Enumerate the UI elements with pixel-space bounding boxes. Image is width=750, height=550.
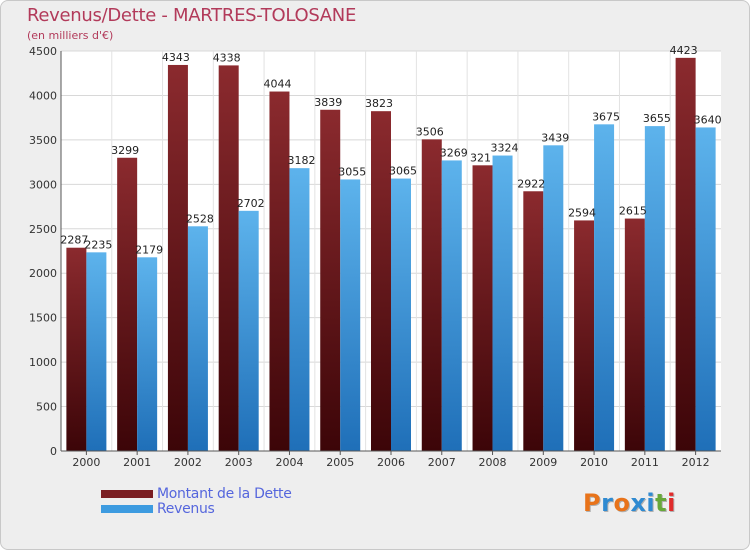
y-tick-label: 4500	[29, 45, 57, 58]
data-label-dette: 2922	[517, 177, 545, 190]
bar-dette	[66, 247, 87, 451]
x-tick-label: 2011	[631, 456, 659, 469]
bar-revenus	[594, 124, 615, 451]
data-label-dette: 321	[470, 151, 491, 164]
data-label-revenus: 3675	[592, 110, 620, 123]
bar-revenus	[238, 210, 259, 451]
bar-revenus	[340, 179, 361, 451]
data-label-dette: 4423	[670, 44, 698, 57]
bar-revenus	[441, 160, 462, 451]
bar-dette	[269, 91, 290, 452]
data-label-dette: 2287	[60, 234, 88, 247]
y-tick-label: 2000	[29, 267, 57, 280]
y-tick-label: 4000	[29, 89, 57, 102]
x-tick-label: 2007	[428, 456, 456, 469]
chart-subtitle: (en milliers d'€)	[27, 29, 114, 42]
y-tick-label: 0	[50, 445, 57, 458]
legend-label-debt: Montant de la Dette	[157, 486, 292, 502]
data-label-revenus: 2179	[135, 243, 163, 256]
data-label-dette: 2594	[568, 206, 596, 219]
data-label-revenus: 2702	[237, 197, 265, 210]
bar-revenus	[187, 226, 208, 451]
data-label-dette: 4338	[213, 51, 241, 64]
bar-revenus	[543, 145, 564, 452]
data-label-revenus: 3640	[694, 113, 722, 126]
x-tick-label: 2012	[682, 456, 710, 469]
proxiti-logo: Proxiti	[583, 489, 676, 517]
bar-dette	[675, 57, 696, 451]
x-tick-label: 2008	[479, 456, 507, 469]
data-label-revenus: 3065	[389, 165, 417, 178]
x-tick-label: 2010	[580, 456, 608, 469]
legend-swatch-debt	[101, 490, 153, 498]
data-label-dette: 3839	[314, 96, 342, 109]
bar-dette	[624, 218, 645, 451]
x-tick-label: 2006	[377, 456, 405, 469]
x-tick-label: 2001	[123, 456, 151, 469]
bar-dette	[371, 111, 391, 451]
bar-dette	[472, 165, 493, 452]
bar-revenus	[391, 178, 411, 452]
bar-dette	[320, 109, 341, 451]
data-label-revenus: 2235	[84, 238, 112, 251]
data-label-revenus: 3182	[287, 154, 315, 167]
bar-revenus	[492, 155, 513, 452]
x-tick-label: 2003	[225, 456, 253, 469]
data-label-dette: 2615	[619, 205, 647, 218]
y-tick-label: 1500	[29, 312, 57, 325]
data-label-dette: 3823	[365, 97, 393, 110]
bar-dette	[523, 191, 544, 451]
y-tick-label: 3500	[29, 134, 57, 147]
bar-revenus	[695, 127, 716, 451]
y-tick-label: 500	[36, 401, 57, 414]
x-tick-label: 2000	[72, 456, 100, 469]
chart-title: Revenus/Dette - MARTRES-TOLOSANE	[27, 5, 357, 26]
data-label-revenus: 3055	[338, 165, 366, 178]
y-tick-label: 2500	[29, 223, 57, 236]
data-label-dette: 3506	[416, 125, 444, 138]
x-tick-label: 2002	[174, 456, 202, 469]
x-tick-label: 2004	[275, 456, 303, 469]
bar-dette	[574, 220, 595, 451]
bar-dette	[218, 65, 239, 452]
data-label-dette: 4343	[162, 51, 190, 64]
data-label-dette: 3299	[111, 144, 139, 157]
data-label-dette: 4044	[263, 78, 291, 91]
data-label-revenus: 2528	[186, 212, 214, 225]
bar-dette	[167, 64, 188, 451]
bar-revenus	[86, 252, 107, 451]
bar-revenus	[644, 126, 665, 451]
data-label-revenus: 3269	[440, 146, 468, 159]
bar-revenus	[137, 257, 158, 451]
y-tick-label: 1000	[29, 356, 57, 369]
legend-swatch-revenus	[101, 505, 153, 513]
bar-dette	[117, 157, 138, 451]
x-tick-label: 2009	[529, 456, 557, 469]
bar-dette	[421, 139, 442, 451]
data-label-revenus: 3324	[491, 142, 519, 155]
y-tick-label: 3000	[29, 178, 57, 191]
data-label-revenus: 3655	[643, 112, 671, 125]
data-label-revenus: 3439	[541, 131, 569, 144]
x-tick-label: 2005	[326, 456, 354, 469]
bar-revenus	[289, 168, 310, 451]
legend-label-revenus: Revenus	[157, 501, 215, 517]
